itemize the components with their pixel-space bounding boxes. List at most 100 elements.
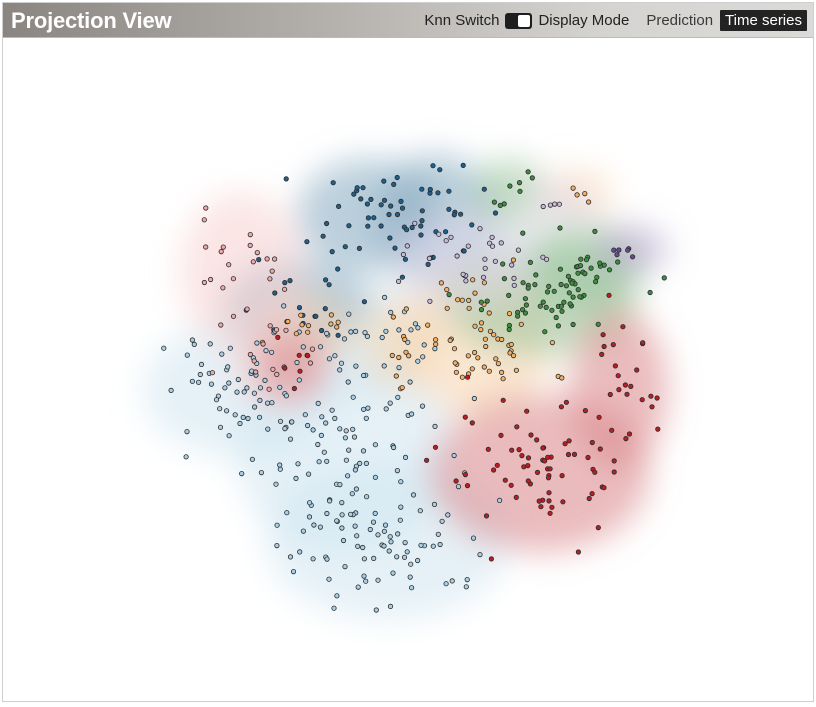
- scatter-point[interactable]: [532, 282, 538, 288]
- scatter-point[interactable]: [634, 367, 640, 373]
- scatter-point[interactable]: [528, 432, 534, 438]
- scatter-point[interactable]: [436, 231, 442, 237]
- scatter-point[interactable]: [363, 460, 369, 466]
- scatter-point[interactable]: [546, 490, 552, 496]
- scatter-point[interactable]: [365, 223, 371, 229]
- scatter-point[interactable]: [331, 605, 337, 611]
- scatter-point[interactable]: [524, 408, 530, 414]
- scatter-point[interactable]: [332, 353, 338, 359]
- scatter-point[interactable]: [447, 337, 453, 343]
- scatter-point[interactable]: [352, 467, 358, 473]
- scatter-point[interactable]: [352, 328, 359, 334]
- scatter-point[interactable]: [432, 337, 439, 343]
- scatter-point[interactable]: [263, 347, 269, 354]
- scatter-point[interactable]: [537, 303, 543, 309]
- scatter-point[interactable]: [399, 384, 405, 391]
- scatter-point[interactable]: [640, 340, 646, 346]
- scatter-point[interactable]: [335, 332, 341, 338]
- scatter-point[interactable]: [575, 287, 581, 293]
- scatter-point[interactable]: [597, 260, 603, 266]
- scatter-point[interactable]: [338, 360, 345, 366]
- scatter-point[interactable]: [375, 532, 381, 538]
- scatter-point[interactable]: [293, 475, 299, 481]
- scatter-point[interactable]: [460, 271, 466, 277]
- scatter-point[interactable]: [326, 356, 332, 362]
- scatter-point[interactable]: [542, 329, 548, 335]
- scatter-point[interactable]: [363, 494, 370, 500]
- scatter-point[interactable]: [334, 593, 340, 599]
- scatter-point[interactable]: [606, 292, 612, 298]
- scatter-point[interactable]: [287, 554, 294, 560]
- scatter-point[interactable]: [432, 444, 439, 450]
- scatter-point[interactable]: [498, 369, 505, 375]
- scatter-point[interactable]: [399, 274, 405, 280]
- scatter-point[interactable]: [403, 227, 410, 233]
- scatter-point[interactable]: [360, 372, 367, 379]
- scatter-point[interactable]: [266, 386, 272, 392]
- scatter-point[interactable]: [601, 343, 607, 350]
- scatter-point[interactable]: [629, 254, 636, 260]
- scatter-point[interactable]: [498, 240, 504, 246]
- scatter-point[interactable]: [611, 469, 617, 475]
- scatter-point[interactable]: [394, 211, 401, 218]
- scatter-point[interactable]: [373, 607, 379, 613]
- scatter-point[interactable]: [448, 234, 454, 240]
- scatter-point[interactable]: [430, 543, 436, 549]
- scatter-point[interactable]: [381, 543, 387, 549]
- scatter-point[interactable]: [323, 420, 329, 426]
- scatter-point[interactable]: [335, 319, 341, 325]
- scatter-point[interactable]: [230, 313, 237, 319]
- scatter-point[interactable]: [381, 294, 388, 300]
- scatter-point[interactable]: [335, 266, 341, 272]
- scatter-point[interactable]: [477, 551, 483, 558]
- scatter-point[interactable]: [614, 252, 620, 258]
- scatter-point[interactable]: [555, 323, 562, 329]
- scatter-point[interactable]: [254, 340, 260, 346]
- scatter-point[interactable]: [252, 404, 258, 410]
- scatter-point[interactable]: [486, 240, 493, 246]
- scatter-point[interactable]: [588, 265, 594, 271]
- scatter-point[interactable]: [381, 178, 387, 184]
- scatter-point[interactable]: [326, 282, 332, 288]
- scatter-point[interactable]: [596, 414, 602, 420]
- scatter-point[interactable]: [264, 256, 270, 262]
- scatter-point[interactable]: [268, 349, 275, 355]
- scatter-point[interactable]: [597, 446, 603, 452]
- scatter-point[interactable]: [540, 299, 546, 305]
- scatter-point[interactable]: [451, 212, 457, 218]
- scatter-point[interactable]: [549, 339, 556, 346]
- scatter-point[interactable]: [589, 439, 595, 446]
- scatter-point[interactable]: [562, 441, 568, 447]
- scatter-point[interactable]: [226, 380, 232, 386]
- scatter-point[interactable]: [273, 327, 280, 333]
- scatter-point[interactable]: [274, 542, 280, 549]
- scatter-point[interactable]: [419, 218, 425, 224]
- scatter-point[interactable]: [346, 447, 352, 453]
- scatter-point[interactable]: [244, 306, 250, 312]
- scatter-point[interactable]: [388, 539, 394, 545]
- scatter-point[interactable]: [267, 323, 273, 329]
- scatter-point[interactable]: [258, 469, 264, 476]
- scatter-point[interactable]: [611, 458, 617, 464]
- scatter-point[interactable]: [423, 457, 430, 463]
- scatter-point[interactable]: [559, 375, 565, 381]
- scatter-point[interactable]: [225, 364, 231, 370]
- scatter-point[interactable]: [277, 466, 283, 472]
- scatter-point[interactable]: [655, 426, 661, 432]
- scatter-point[interactable]: [578, 256, 584, 262]
- scatter-point[interactable]: [334, 518, 340, 524]
- scatter-point[interactable]: [269, 268, 275, 274]
- scatter-point[interactable]: [296, 377, 302, 383]
- scatter-point[interactable]: [322, 277, 329, 283]
- scatter-point[interactable]: [463, 278, 469, 284]
- scatter-point[interactable]: [443, 581, 449, 587]
- scatter-point[interactable]: [360, 448, 367, 454]
- scatter-point[interactable]: [559, 472, 565, 479]
- scatter-point[interactable]: [324, 330, 330, 336]
- scatter-point[interactable]: [565, 273, 572, 279]
- scatter-point[interactable]: [534, 437, 540, 443]
- scatter-point[interactable]: [209, 370, 215, 376]
- scatter-point[interactable]: [563, 399, 570, 405]
- scatter-point[interactable]: [346, 223, 352, 229]
- scatter-point[interactable]: [310, 427, 316, 433]
